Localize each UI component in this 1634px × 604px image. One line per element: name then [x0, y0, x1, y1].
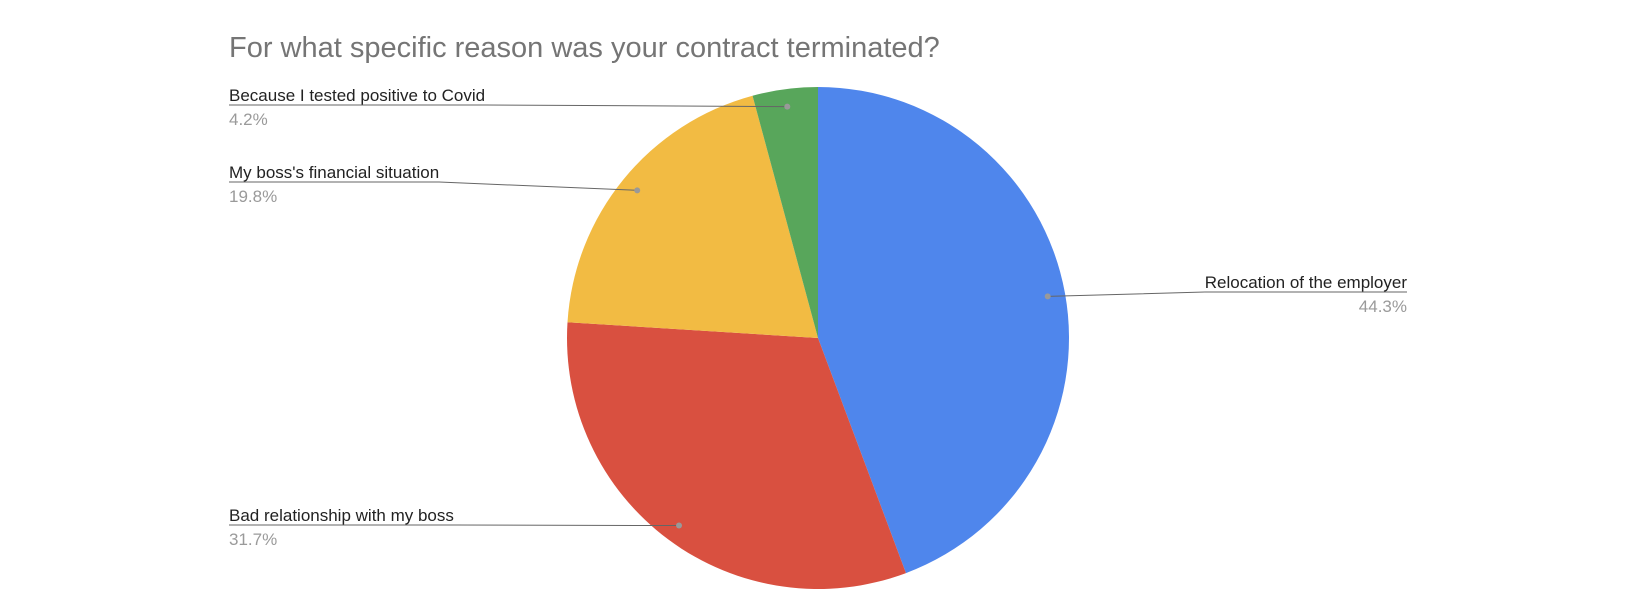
chart-title: For what specific reason was your contra… [229, 32, 940, 64]
leader-dot [784, 103, 791, 110]
slice-label: Bad relationship with my boss [229, 506, 454, 525]
leader-dot [634, 187, 641, 194]
slice-label: Relocation of the employer [1205, 273, 1408, 292]
slice-value-label: 31.7% [229, 530, 277, 549]
leader-line [229, 104, 788, 108]
leader-dot [1044, 293, 1051, 300]
leader-line [229, 524, 680, 527]
slice-label: My boss's financial situation [229, 163, 439, 182]
pie-slice [567, 322, 906, 589]
pie-slice [567, 95, 818, 338]
pie-slice [752, 87, 818, 338]
leader-line [1047, 291, 1407, 297]
pie-slice [818, 87, 1070, 574]
slice-value-label: 44.3% [1359, 297, 1407, 316]
slice-label: Because I tested positive to Covid [229, 86, 485, 105]
slice-value-label: 19.8% [229, 187, 277, 206]
leader-line [229, 181, 638, 191]
slice-value-label: 4.2% [229, 110, 268, 129]
leader-dot [676, 522, 683, 529]
